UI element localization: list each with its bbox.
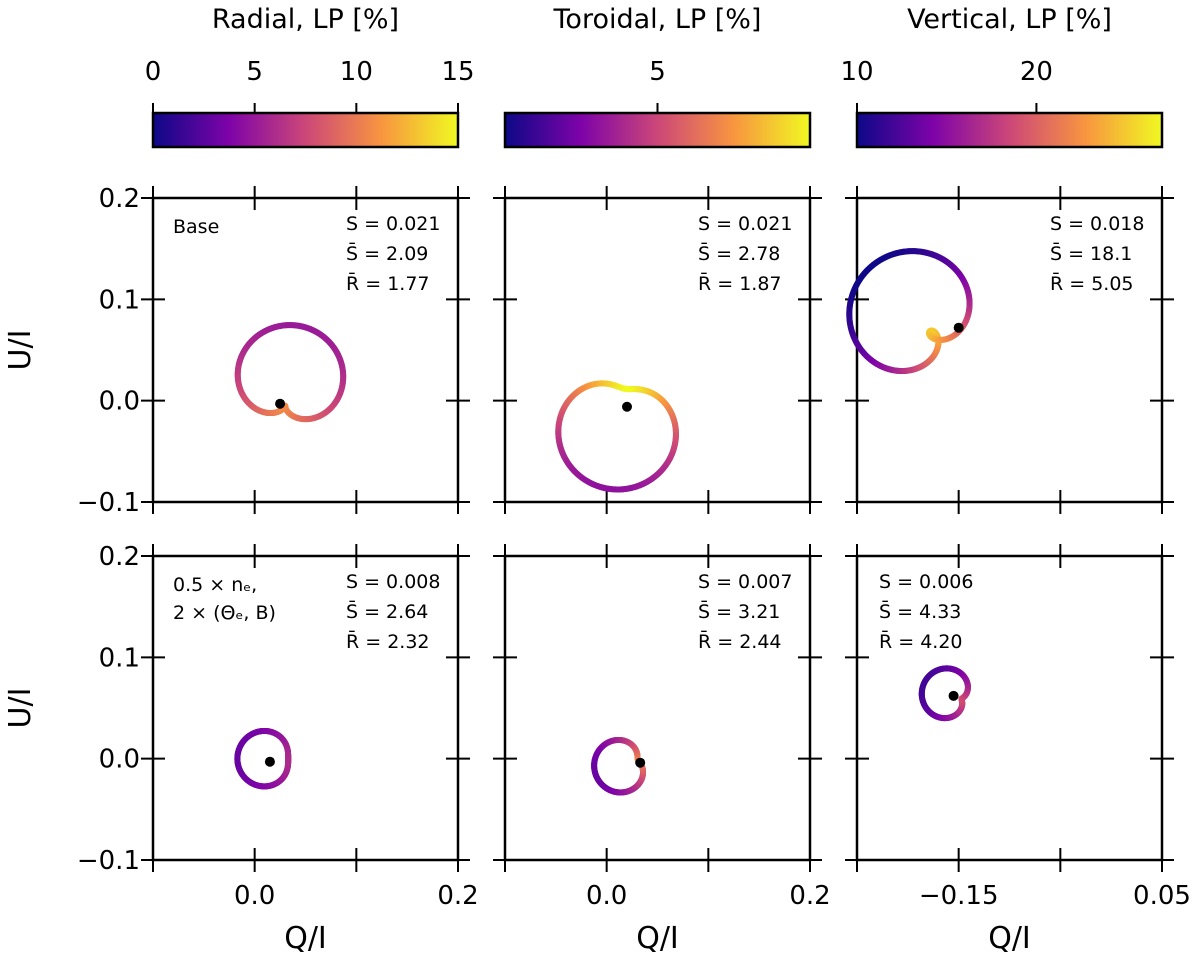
col-0-xtick-label-0: 0.0 <box>234 881 275 911</box>
row-0-ytick-label-1: 0.1 <box>99 285 140 315</box>
panel-0-frame <box>151 196 460 504</box>
row-1-ytick-label-3: −0.1 <box>77 846 140 876</box>
colorbar-1-tick-label-0: 5 <box>649 57 666 87</box>
panel-2-centroid-point <box>953 322 964 333</box>
panel-1-centroid-point <box>622 401 632 412</box>
col-0-xtick-label-1: 0.2 <box>437 881 478 911</box>
panel-0-centroid-point <box>275 398 286 409</box>
colorbar-2-title: Vertical, LP [%] <box>907 4 1112 35</box>
colorbar-1: Toroidal, LP [%] 5 <box>503 4 812 149</box>
panel-row1-toroidal: S = 0.021 S̄ = 2.78 R̄ = 1.87 <box>493 186 822 514</box>
panel-5-curve <box>918 665 971 722</box>
panel-4-stat-s: S = 0.007 <box>698 571 792 593</box>
col-1-xtick-label-0: 0.0 <box>586 881 627 911</box>
colorbar-0-tick-label-3: 15 <box>441 57 474 87</box>
panel-1-stat-s: S = 0.021 <box>698 213 792 235</box>
row-1-ytick-label-2: 0.0 <box>99 745 140 775</box>
panel-0-curve <box>234 322 347 423</box>
panel-1-frame <box>503 196 812 504</box>
col-2-xlabel: Q/I <box>988 921 1031 956</box>
panel-0-stat-rbar: R̄ = 1.77 <box>346 271 430 295</box>
col-1-xtick-label-1: 0.2 <box>789 881 830 911</box>
colorbar-2-gradient <box>855 111 1164 149</box>
row-0-ytick-label-2: 0.0 <box>99 387 140 417</box>
panel-0-note: Base <box>173 216 219 238</box>
panel-2-curve <box>846 248 973 375</box>
colorbar-2-tick-label-0: 10 <box>840 57 873 87</box>
panel-3-frame <box>151 554 460 862</box>
panel-3-note-line-0: 0.5 × nₑ, <box>173 574 257 596</box>
colorbar-2: Vertical, LP [%] 10 20 <box>840 4 1164 149</box>
panel-2-stat-s: S = 0.018 <box>1050 213 1144 235</box>
panel-5-stat-sbar: S̄ = 4.33 <box>879 599 961 623</box>
panel-1-curve <box>555 380 679 493</box>
panel-4-centroid-point <box>635 757 646 768</box>
panel-0-stat-s: S = 0.021 <box>346 213 440 235</box>
panel-row2-radial: S = 0.008 S̄ = 2.64 R̄ = 2.32 0.5 × nₑ, 2 × … <box>141 544 470 872</box>
panel-3-note-line-1: 2 × (Θₑ, B) <box>173 602 276 624</box>
panel-row2-toroidal: S = 0.007 S̄ = 3.21 R̄ = 2.44 <box>493 544 822 872</box>
row-0-ytick-label-3: −0.1 <box>77 488 140 518</box>
colorbar-0-gradient <box>151 111 460 149</box>
panel-5-centroid-point <box>948 690 959 701</box>
colorbar-0-title: Radial, LP [%] <box>212 4 399 35</box>
panel-2-stat-rbar: R̄ = 5.05 <box>1050 271 1134 295</box>
panel-row1-radial: S = 0.021 S̄ = 2.09 R̄ = 1.77 Base <box>141 186 470 514</box>
panel-5-stat-s: S = 0.006 <box>879 571 973 593</box>
panel-3-stat-s: S = 0.008 <box>346 571 440 593</box>
colorbar-0: Radial, LP [%] 0 5 10 15 <box>145 4 475 149</box>
panel-3-stat-sbar: S̄ = 2.64 <box>346 599 428 623</box>
panel-row2-vertical: S = 0.006 S̄ = 4.33 R̄ = 4.20 <box>845 544 1174 872</box>
panel-2-frame <box>855 196 1164 504</box>
panel-0-stat-sbar: S̄ = 2.09 <box>346 241 428 265</box>
panel-3-centroid-point <box>264 756 275 767</box>
panel-4-stat-rbar: R̄ = 2.44 <box>698 629 782 653</box>
panel-5-frame <box>855 554 1164 862</box>
panel-4-curve <box>591 736 647 796</box>
panel-2-curve-segment <box>864 264 873 273</box>
col-0-xlabel: Q/I <box>284 921 327 956</box>
panel-5-stat-rbar: R̄ = 4.20 <box>879 629 963 653</box>
row-1-ytick-label-0: 0.2 <box>99 542 140 572</box>
colorbar-0-tick-label-1: 5 <box>246 57 263 87</box>
row-0-ytick-label-0: 0.2 <box>99 184 140 214</box>
colorbar-1-title: Toroidal, LP [%] <box>553 4 762 35</box>
row-0-ylabel: U/I <box>3 330 38 371</box>
panel-3-stat-rbar: R̄ = 2.32 <box>346 629 430 653</box>
col-2-xtick-label-0: −0.15 <box>919 881 999 911</box>
panel-4-stat-sbar: S̄ = 3.21 <box>698 599 780 623</box>
colorbar-2-tick-label-1: 20 <box>1020 57 1053 87</box>
colorbar-0-tick-label-2: 10 <box>340 57 373 87</box>
row-1-ytick-label-1: 0.1 <box>99 643 140 673</box>
col-2-xtick-label-1: 0.05 <box>1133 881 1191 911</box>
panel-4-frame <box>503 554 812 862</box>
panel-row1-vertical: S = 0.018 S̄ = 18.1 R̄ = 5.05 <box>845 186 1174 514</box>
row-1-ylabel: U/I <box>3 688 38 729</box>
colorbar-0-tick-label-0: 0 <box>145 57 162 87</box>
colorbar-layer: Radial, LP [%] 0 5 10 15 Toroidal, LP [%] 5 Ver… <box>145 4 1164 149</box>
colorbar-1-gradient <box>503 111 812 149</box>
panel-1-stat-sbar: S̄ = 2.78 <box>698 241 780 265</box>
panel-2-stat-sbar: S̄ = 18.1 <box>1050 241 1132 265</box>
panel-1-stat-rbar: R̄ = 1.87 <box>698 271 782 295</box>
axis-label-layer: 0.2 0.1 0.0 −0.1 U/I 0.2 0.1 0.0 −0.1 U/I 0.0 0.2 Q/… <box>3 184 1191 956</box>
panel-3-curve <box>234 727 292 790</box>
col-1-xlabel: Q/I <box>636 921 679 956</box>
